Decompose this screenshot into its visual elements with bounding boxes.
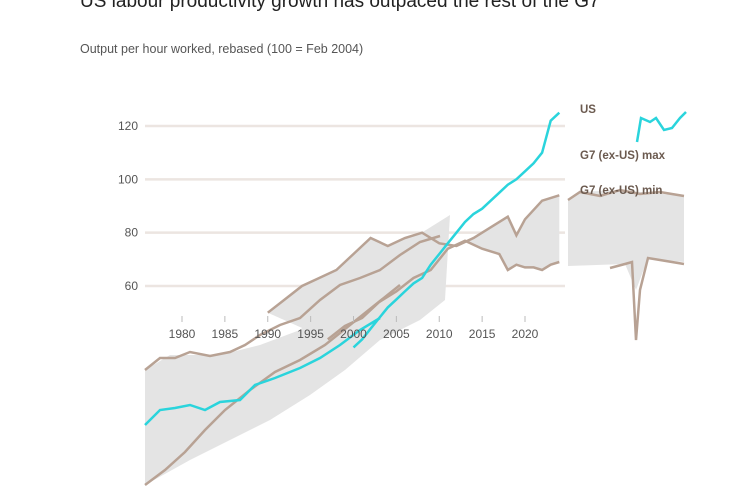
us-line — [352, 111, 561, 349]
g7-min-line-right — [609, 256, 685, 341]
g7-max-line-lower — [144, 234, 441, 371]
x-tick-1985: 1985 — [212, 327, 239, 341]
x-tick-1990: 1990 — [254, 327, 281, 341]
us-line-right — [635, 111, 687, 143]
g7-max-line-right — [567, 188, 685, 202]
x-tick-2000: 2000 — [340, 327, 367, 341]
x-tick-2005: 2005 — [383, 327, 410, 341]
y-tick-80: 80 — [125, 226, 139, 240]
g7-max-line — [267, 194, 560, 314]
y-tick-120: 120 — [118, 119, 138, 133]
g7-range-band-right — [568, 190, 684, 290]
us-line-lower — [144, 316, 381, 426]
y-tick-60: 60 — [125, 279, 139, 293]
x-tick-1980: 1980 — [169, 327, 196, 341]
chart-subtitle: Output per hour worked, rebased (100 = F… — [80, 42, 364, 56]
y-tick-100: 100 — [118, 172, 138, 186]
x-tick-1995: 1995 — [297, 327, 324, 341]
x-tick-2020: 2020 — [512, 327, 539, 341]
chart-title: US labour productivity growth has outpac… — [80, 0, 600, 12]
legend-label-us: US — [580, 104, 596, 116]
g7-min-line — [327, 239, 560, 341]
g7-range-band-lower — [145, 215, 450, 485]
legend-label-g7-min: G7 (ex-US) min — [580, 185, 662, 197]
legend-label-g7-max: G7 (ex-US) max — [580, 150, 666, 162]
x-tick-2010: 2010 — [426, 327, 453, 341]
x-tick-2015: 2015 — [469, 327, 496, 341]
